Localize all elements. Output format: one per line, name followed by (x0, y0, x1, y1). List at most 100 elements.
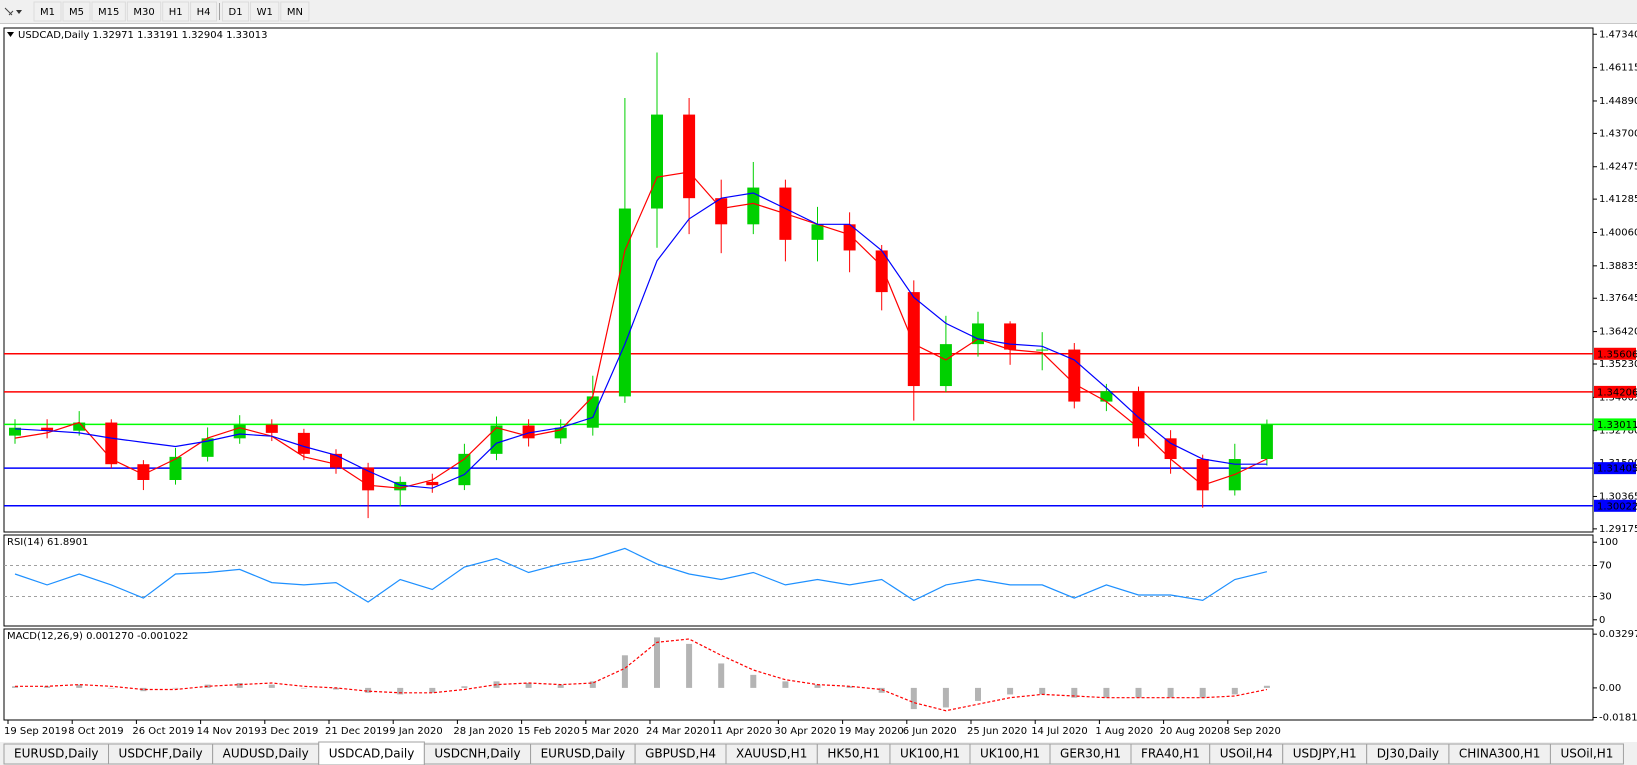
timeframe-label[interactable]: H1 (169, 7, 183, 18)
symbol-tab[interactable]: USDJPY,H1 (1282, 743, 1368, 765)
symbol-tab[interactable]: EURUSD,Daily (530, 743, 636, 765)
candle-body (490, 425, 503, 454)
symbol-tab-label[interactable]: HK50,H1 (827, 747, 880, 761)
histogram-bar (1071, 687, 1078, 698)
timeframe-button[interactable]: H4 (190, 1, 217, 22)
y-tick-label: 1.32780 (1599, 426, 1637, 437)
chart-panel: 1.47340 1.46115 1.44890 1.43700 1.42475 1.412… (3, 27, 1637, 535)
histogram-bar (975, 687, 981, 701)
histogram-bar (942, 687, 949, 708)
timeframe-button-frame[interactable] (222, 1, 250, 22)
timeframe-button-frame[interactable] (250, 1, 280, 22)
level-price-label: 1.35606 (1597, 349, 1637, 360)
histogram-bar (525, 683, 532, 688)
toolbar-background (0, 0, 1637, 24)
timeframe-button[interactable]: M1 (33, 1, 62, 22)
symbol-tab[interactable]: USDCHF,Daily (108, 743, 214, 765)
timeframe-button-frame[interactable] (162, 1, 190, 22)
symbol-tab-label[interactable]: GBPUSD,H4 (645, 747, 716, 761)
symbol-tab-label[interactable]: USDCHF,Daily (119, 747, 203, 761)
symbol-tab-label[interactable]: FRA40,H1 (1141, 747, 1200, 761)
histogram-bar (621, 655, 628, 688)
candle-body (73, 422, 86, 431)
candle-body (201, 438, 214, 457)
histogram-bar (1135, 687, 1142, 698)
symbol-tab-label[interactable]: EURUSD,Daily (14, 747, 99, 761)
timeframe-button-frame[interactable] (33, 1, 62, 22)
timeframe-button[interactable]: MN (280, 1, 310, 22)
symbol-tab-label[interactable]: USOil,H4 (1220, 747, 1273, 761)
symbol-tab-label[interactable]: USDCNH,Daily (434, 747, 520, 761)
symbol-tab[interactable]: USOil,H4 (1209, 743, 1284, 765)
indicator-line (14, 547, 1268, 603)
timeframe-button[interactable]: M15 (91, 1, 126, 22)
symbol-tab-label[interactable]: USDJPY,H1 (1293, 747, 1357, 761)
symbol-tab[interactable]: XAUUSD,H1 (725, 743, 818, 765)
symbol-tab[interactable]: GBPUSD,H4 (634, 743, 727, 765)
panel-frame (3, 27, 1594, 533)
histogram-bar (1103, 687, 1110, 698)
symbol-tab-frame[interactable] (1549, 743, 1624, 765)
level-price-label: 1.34206 (1597, 387, 1637, 398)
symbol-tab-label[interactable]: UK100,H1 (980, 747, 1040, 761)
symbol-tab-label[interactable]: XAUUSD,H1 (736, 747, 807, 761)
y-tick-label: 100 (1599, 537, 1618, 548)
symbol-tab-label[interactable]: DJ30,Daily (1377, 747, 1439, 761)
timeframe-button[interactable]: H1 (162, 1, 190, 22)
timeframe-label[interactable]: D1 (229, 7, 243, 18)
symbol-tab[interactable]: GER30,H1 (1049, 743, 1132, 765)
symbol-tab-label[interactable]: EURUSD,Daily (541, 747, 626, 761)
timeframe-button[interactable]: W1 (250, 1, 280, 22)
crosshair-icon[interactable] (4, 7, 14, 16)
symbol-tab[interactable]: USDCAD,Daily (318, 741, 425, 765)
timeframe-button-frame[interactable] (280, 1, 310, 22)
candle-body (683, 114, 696, 199)
y-tick-label: -0.018154 (1599, 712, 1637, 723)
candle-body (651, 114, 663, 209)
symbol-tab[interactable]: USDCNH,Daily (423, 743, 532, 765)
timeframe-button-frame[interactable] (91, 1, 126, 22)
y-tick-label: 1.35230 (1599, 359, 1637, 370)
candle-body (586, 396, 599, 428)
symbol-tab-label[interactable]: UK100,H1 (900, 747, 960, 761)
timeframe-button-frame[interactable] (62, 1, 91, 22)
timeframe-label[interactable]: M1 (40, 7, 55, 18)
symbol-tab[interactable]: CHINA300,H1 (1448, 743, 1551, 765)
timeframe-button[interactable]: M30 (126, 1, 162, 22)
timeframe-label[interactable]: M15 (98, 7, 119, 18)
histogram-bar (108, 687, 115, 689)
timeframe-button-frame[interactable] (190, 1, 217, 22)
symbol-tab[interactable]: FRA40,H1 (1130, 743, 1211, 765)
timeframe-label[interactable]: MN (287, 7, 303, 18)
histogram-bar (654, 637, 660, 688)
timeframe-button[interactable]: M5 (62, 1, 91, 22)
symbol-tab[interactable]: USOil,H1 (1549, 743, 1624, 765)
symbol-tab-label[interactable]: USDCAD,Daily (329, 747, 415, 761)
timeframe-button-frame[interactable] (126, 1, 162, 22)
symbol-tab[interactable]: HK50,H1 (816, 743, 891, 765)
candle-body (1164, 438, 1177, 460)
symbol-tab[interactable]: AUDUSD,Daily (212, 743, 320, 765)
y-tick-label: 1.40060 (1599, 227, 1637, 238)
symbol-tab-label[interactable]: AUDUSD,Daily (223, 747, 309, 761)
timeframe-label[interactable]: W1 (257, 7, 273, 18)
timeframe-label[interactable]: M30 (133, 7, 154, 18)
symbol-tab-label[interactable]: CHINA300,H1 (1459, 747, 1541, 761)
dropdown-icon[interactable] (16, 10, 22, 14)
histogram-bar (1199, 687, 1206, 698)
x-tick-label: 15 Feb 2020 (518, 726, 580, 737)
histogram-bar (1263, 685, 1270, 688)
symbol-tab[interactable]: UK100,H1 (889, 743, 971, 765)
timeframe-label[interactable]: H4 (197, 7, 211, 18)
symbol-tab[interactable]: EURUSD,Daily (3, 743, 110, 765)
symbol-tab-label[interactable]: GER30,H1 (1060, 747, 1121, 761)
y-tick-label: 1.46115 (1599, 63, 1637, 74)
symbol-tab[interactable]: DJ30,Daily (1366, 743, 1450, 765)
symbol-tab-label[interactable]: USOil,H1 (1560, 747, 1613, 761)
timeframe-label[interactable]: M5 (69, 7, 84, 18)
timeframe-button[interactable]: D1 (222, 1, 250, 22)
x-tick-label: 19 May 2020 (839, 726, 904, 737)
indicator-line (14, 192, 1267, 489)
symbol-tab[interactable]: UK100,H1 (969, 743, 1051, 765)
